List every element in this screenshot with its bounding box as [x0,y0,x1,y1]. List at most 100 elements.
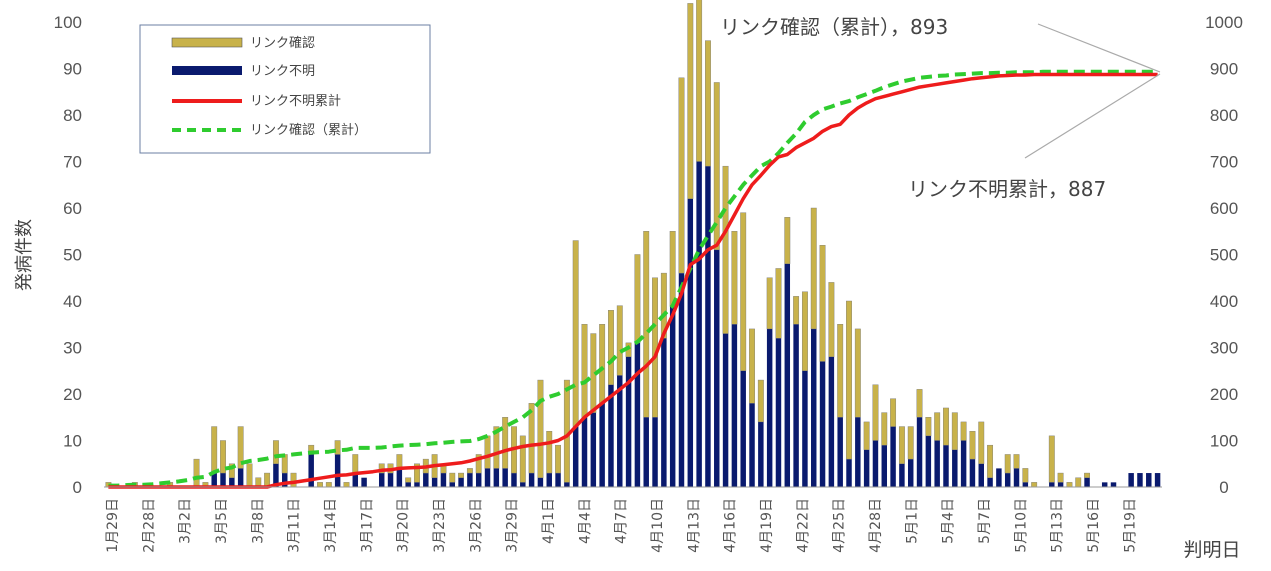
bar-unknown [564,482,570,487]
bar-linked [863,421,870,450]
left-tick-label: 30 [63,339,82,358]
bar-unknown [802,370,808,487]
bar-unknown [211,473,217,487]
bar-linked [1004,454,1011,474]
legend-item-unknown-cumulative: リンク不明累計 [172,93,341,109]
x-tick-label: 1月29日 [105,498,121,553]
bar-unknown [661,338,667,487]
bar-unknown [749,403,755,487]
bar-unknown [493,468,500,487]
left-tick-label: 80 [63,106,82,125]
x-tick-label: 4月22日 [795,498,811,553]
bar-linked [502,417,509,469]
x-tick-label: 3月29日 [505,498,521,553]
bar-unknown [528,473,535,487]
bar-unknown [1057,482,1064,487]
x-tick-label: 5月13日 [1050,498,1066,553]
bar-linked [325,482,332,488]
bar-linked [528,403,535,474]
x-tick-label: 3月14日 [323,498,339,553]
bar-unknown [431,477,438,487]
bar-linked [890,398,897,427]
left-tick-label: 10 [63,432,82,451]
right-axis: 0 100 200 300 400 500 600 700 800 900 1000 [1205,13,1243,497]
bar-unknown [1049,482,1055,487]
bar-unknown [969,459,976,487]
bar-unknown [1101,482,1108,487]
bar-unknown [361,477,367,487]
bar-unknown [952,449,958,487]
annotation-unknown-cumulative-leader [1024,73,1161,159]
bar-unknown [423,473,429,487]
x-tick-label: 3月2日 [178,498,194,544]
bar-linked [705,40,711,167]
legend-item-unknown: リンク不明 [172,64,315,79]
bar-linked [475,454,482,474]
bar-unknown [440,473,447,487]
bar-unknown [899,463,905,487]
bar-linked [237,426,244,469]
bar-linked [898,426,905,464]
bar-linked [846,300,852,460]
bar-unknown [731,324,738,487]
bar-unknown [1137,473,1143,487]
x-tick-label: 4月1日 [541,498,557,544]
x-tick-label: 3月5日 [214,498,230,544]
x-tick-label: 3月20日 [396,498,412,553]
bar-unknown [987,477,993,487]
bar-unknown [334,454,341,487]
bar-linked [290,472,297,488]
bar-linked [951,412,958,451]
bar-linked [766,277,773,330]
bar-unknown [678,273,685,487]
bar-linked [555,444,561,474]
bar-unknown [793,324,799,487]
bar-unknown [1154,473,1161,487]
bar-unknown [229,477,235,487]
bar-linked [1022,468,1029,483]
bar-linked [581,324,588,418]
bar-linked [1066,482,1073,488]
bar-linked [775,268,782,339]
bar-unknown [855,417,861,487]
bar-linked [466,468,473,474]
annotation-linked-cumulative: リンク確認（累計），893 [720,15,1161,73]
right-tick-label: 500 [1210,246,1238,265]
bar-unknown [308,454,314,487]
bar-unknown [996,468,1002,487]
bar-linked [978,421,985,464]
bar-unknown [414,482,420,487]
bar-linked [608,310,614,385]
bar-linked [757,379,764,423]
x-tick-label: 5月19日 [1122,498,1138,553]
bar-unknown [819,361,826,487]
bar-linked [519,435,526,483]
legend-swatch-linked [171,37,243,48]
left-tick-label: 0 [73,478,82,497]
bar-linked [317,482,323,488]
x-tick-label: 5月4日 [941,498,957,544]
bar-unknown [634,342,641,487]
bar-linked [907,426,914,460]
bar-linked [925,417,932,437]
left-tick-label: 60 [63,199,82,218]
bar-unknown [572,426,579,487]
annotation-unknown-cumulative: リンク不明累計，887 [908,73,1161,201]
bar-linked [396,454,403,469]
bar-linked [722,165,729,334]
annotation-linked-cumulative-leader [1037,23,1161,73]
bar-unknown [828,356,835,487]
bar-series [105,0,1161,488]
bar-linked [987,444,994,478]
bar-unknown [282,473,288,487]
bar-unknown [1128,473,1134,487]
bar-linked [934,412,941,441]
bar-linked [969,431,976,460]
bar-linked [616,305,623,376]
legend-swatch-unknown [172,66,242,75]
bar-unknown [1110,482,1117,487]
bar-unknown [890,426,896,487]
x-axis: 1月29日 2月28日 3月2日 3月5日 3月8日 3月11日 3月14日 3月17日 3月2… [104,486,1162,553]
bar-linked [713,82,720,251]
